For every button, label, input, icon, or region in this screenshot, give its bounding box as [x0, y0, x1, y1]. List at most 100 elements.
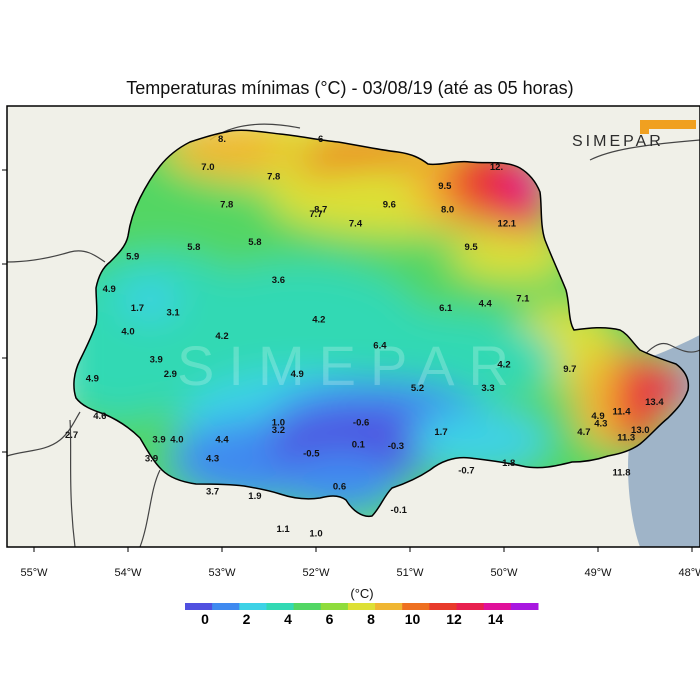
lon-tick-label: 50°W — [490, 567, 518, 579]
station-value: 1.0 — [272, 418, 285, 429]
station-value: 9.5 — [464, 242, 478, 253]
station-value: -0.7 — [458, 466, 474, 477]
heat-region — [410, 410, 550, 470]
lon-tick-label: 55°W — [20, 567, 48, 579]
lon-tick-label: 52°W — [302, 567, 330, 579]
station-value: 9.7 — [563, 364, 576, 375]
lon-tick-label: 53°W — [208, 567, 236, 579]
heat-region — [635, 360, 685, 410]
colorbar-label: 6 — [326, 611, 334, 627]
colorbar-label: 0 — [201, 611, 209, 627]
border-sc-line — [139, 469, 161, 547]
station-value: 7.4 — [349, 218, 363, 229]
map-title: Temperaturas mínimas (°C) - 03/08/19 (at… — [126, 78, 574, 98]
colorbar-swatch — [429, 603, 458, 610]
colorbar-swatch — [402, 603, 430, 610]
station-value: 9.5 — [438, 181, 452, 192]
station-value: 12.1 — [498, 218, 517, 229]
lon-tick-label: 51°W — [396, 567, 424, 579]
station-value: 6.4 — [373, 341, 387, 352]
heat-region — [120, 280, 180, 320]
station-value: 3.1 — [166, 308, 180, 319]
station-value: 0.6 — [333, 482, 346, 493]
station-value: 5.8 — [248, 237, 261, 248]
station-value: 7.1 — [516, 294, 530, 305]
station-value: 4.4 — [215, 435, 229, 446]
colorbar-label: 10 — [405, 611, 421, 627]
station-value: 8.7 — [314, 204, 327, 215]
station-value: 1.7 — [434, 427, 447, 438]
colorbar-swatch — [239, 603, 267, 610]
colorbar-swatch — [456, 603, 485, 610]
station-value: 7.8 — [220, 200, 233, 211]
watermark-text: SIMEPAR — [177, 334, 523, 397]
station-value: 1.7 — [131, 303, 144, 314]
station-value: 12. — [490, 162, 503, 173]
station-value: 1.9 — [248, 491, 261, 502]
station-value: 4.9 — [291, 369, 304, 380]
station-value: 3.3 — [481, 383, 494, 394]
station-value: 11.3 — [617, 433, 635, 444]
station-value: 3.9 — [152, 435, 165, 446]
station-value: 5.8 — [187, 242, 200, 253]
station-value: 8.0 — [441, 204, 454, 215]
colorbar-swatch — [320, 603, 349, 610]
lon-tick-label: 48°W — [678, 567, 700, 579]
logo-accent-bar — [640, 120, 696, 129]
station-value: -0.6 — [353, 418, 369, 429]
station-value: 4.2 — [497, 359, 510, 370]
station-value: 4.9 — [103, 284, 116, 295]
logo-accent-corner — [640, 120, 649, 134]
station-value: 2.9 — [164, 369, 177, 380]
map-frame — [6, 105, 700, 548]
station-value: 3.7 — [206, 486, 219, 497]
simepar-logo: SIMEPAR — [572, 120, 696, 150]
station-value: -0.3 — [388, 441, 404, 452]
station-value: 3.2 — [272, 425, 285, 436]
heat-region — [280, 450, 400, 510]
station-value: 4.0 — [170, 435, 183, 446]
heat-region — [450, 230, 570, 280]
station-value: 6.1 — [439, 303, 453, 314]
station-value: 5.2 — [411, 383, 424, 394]
station-value: 7.0 — [201, 162, 214, 173]
station-value: 4.7 — [577, 427, 590, 438]
station-value: 4.4 — [479, 298, 493, 309]
station-value: 13.0 — [631, 425, 650, 436]
station-value: 1.1 — [276, 524, 290, 535]
colorbar-label: 14 — [488, 611, 504, 627]
station-value: 4.2 — [215, 331, 228, 342]
station-value: 3.9 — [145, 453, 158, 464]
station-value: 6 — [318, 134, 323, 145]
station-value: 4.9 — [591, 411, 604, 422]
colorbar-swatch — [510, 603, 539, 610]
station-value: 13.4 — [645, 397, 664, 408]
station-value: 4.3 — [206, 453, 219, 464]
colorbar-swatch — [293, 603, 322, 610]
parana-state-outline — [73, 129, 690, 518]
lat-ticks — [2, 169, 7, 453]
logo-text: SIMEPAR — [572, 133, 664, 150]
border-argentina-line — [69, 419, 76, 547]
colorbar-labels: 0 2 4 6 8 10 12 14 — [201, 611, 503, 627]
station-value: 2.7 — [65, 430, 78, 441]
station-value: 4.2 — [312, 314, 325, 325]
colorbar — [185, 603, 539, 610]
station-value: 7.8 — [267, 171, 280, 182]
station-value: 4.3 — [594, 419, 607, 430]
colorbar-swatch — [266, 603, 295, 610]
station-value: 1.8 — [502, 458, 515, 469]
station-value: 8. — [218, 134, 226, 145]
station-value: 4.6 — [93, 411, 106, 422]
colorbar-label: 4 — [284, 611, 292, 627]
temperature-field — [73, 130, 685, 517]
colorbar-swatch — [185, 603, 213, 610]
station-value: 3.6 — [272, 275, 285, 286]
station-value: 9.6 — [383, 200, 396, 211]
border-paraguay-line — [7, 411, 81, 457]
station-value: 4.0 — [121, 327, 134, 338]
station-value: 11.8 — [613, 468, 631, 479]
station-value: 5.9 — [126, 251, 139, 262]
colorbar-swatch — [347, 603, 376, 610]
station-value: 4.9 — [86, 374, 99, 385]
